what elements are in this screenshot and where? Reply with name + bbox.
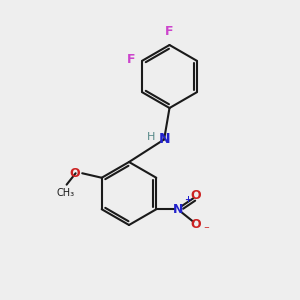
Text: O: O [190, 189, 201, 202]
Text: H: H [147, 132, 155, 142]
Text: F: F [165, 26, 174, 38]
Text: N: N [158, 133, 170, 146]
Text: F: F [127, 53, 136, 66]
Text: O: O [69, 167, 80, 180]
Text: ⁻: ⁻ [203, 225, 209, 235]
Text: +: + [184, 195, 191, 204]
Text: N: N [173, 203, 183, 216]
Text: O: O [190, 218, 201, 231]
Text: CH₃: CH₃ [56, 188, 74, 198]
